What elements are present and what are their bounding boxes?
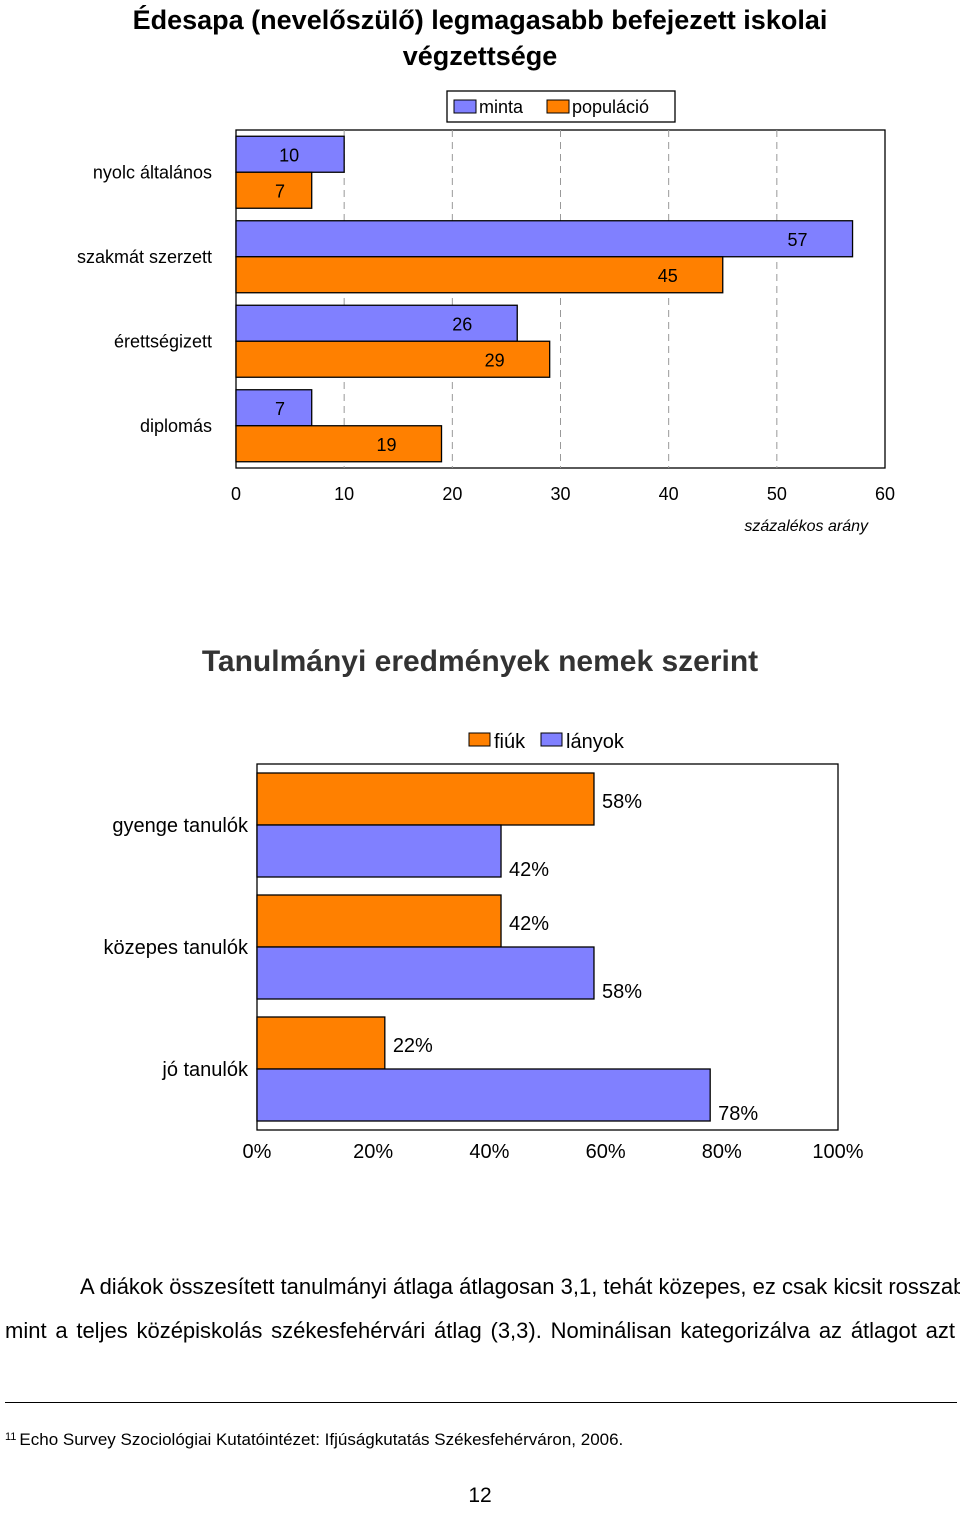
chart2-bar-fiúk (256, 1016, 386, 1070)
chart1-bar-minta (235, 389, 313, 427)
chart1-tick-label: 0 (231, 484, 241, 504)
chart1-tick-label: 50 (767, 484, 787, 504)
chart1-bar-minta (235, 135, 345, 173)
page-number: 12 (468, 1484, 492, 1507)
chart1-data-label: 45 (658, 266, 678, 286)
chart2-bar-lányok (256, 824, 502, 878)
chart1-tick-label: 40 (659, 484, 679, 504)
chart1-tick-label: 30 (550, 484, 570, 504)
chart1-data-label: 7 (275, 399, 285, 419)
chart2-category-label: gyenge tanulók (112, 815, 249, 837)
chart2-legend-label: fiúk (494, 731, 526, 753)
footnote-text: Echo Survey Szociológiai Kutatóintézet: … (19, 1430, 624, 1449)
chart2-data-label: 78% (718, 1103, 758, 1125)
chart2-tick-label: 40% (469, 1141, 509, 1163)
chart2-data-label: 58% (602, 981, 642, 1003)
chart1-data-label: 19 (377, 435, 397, 455)
chart1-legend-label: minta (479, 97, 524, 117)
chart2-legend-label: lányok (566, 731, 625, 753)
chart1: 10 7 nyolc általános 57 45 szakmát szerzett 26… (77, 90, 895, 535)
chart2: 58% 42% gyenge tanulók 42% 58% közepes tanuló… (103, 731, 863, 1163)
chart1-tick-label: 10 (334, 484, 354, 504)
chart1-bar-populáció (235, 256, 724, 294)
chart2-data-label: 42% (509, 859, 549, 881)
chart1-category-label: nyolc általános (93, 162, 212, 182)
chart1-category-label: szakmát szerzett (77, 247, 212, 267)
chart2-data-label: 22% (393, 1035, 433, 1057)
chart2-legend-swatch (540, 732, 563, 747)
chart1-data-label: 10 (279, 145, 299, 165)
chart2-category-label: jó tanulók (161, 1059, 249, 1081)
chart1-bar-minta (235, 304, 518, 342)
chart1-category-label: érettségizett (114, 331, 212, 351)
chart1-data-label: 57 (788, 230, 808, 250)
chart1-data-label: 7 (275, 181, 285, 201)
chart1-bar-minta (235, 220, 854, 258)
chart2-data-label: 58% (602, 791, 642, 813)
chart1-data-label: 26 (452, 314, 472, 334)
chart1-legend-label: populáció (572, 97, 649, 117)
paragraph-line-1: A diákok összesített tanulmányi átlaga á… (80, 1274, 960, 1299)
footnote: 11 Echo Survey Szociológiai Kutatóintézet… (5, 1430, 623, 1450)
chart1-xlabel: százalékos arány (744, 518, 869, 535)
chart2-bar-lányok (256, 946, 595, 1000)
chart2-bar-lányok (256, 1068, 711, 1122)
footnote-mark: 11 (5, 1431, 17, 1443)
chart1-bar-populáció (235, 425, 443, 463)
chart1-bar-populáció (235, 340, 551, 378)
chart1-data-label: 29 (485, 350, 505, 370)
chart2-tick-label: 0% (243, 1141, 272, 1163)
chart1-category-label: diplomás (140, 416, 212, 436)
chart2-category-label: közepes tanulók (103, 937, 249, 959)
chart1-title: Édesapa (nevelőszülő) legmagasabb befeje… (132, 5, 828, 71)
chart2-tick-label: 60% (586, 1141, 626, 1163)
chart1-bar-populáció (235, 171, 313, 209)
chart2-title: Tanulmányi eredmények nemek szerint (201, 645, 759, 678)
chart1-legend-swatch (546, 99, 570, 114)
paragraph-line-2: mint a teljes középiskolás székesfehérvá… (5, 1318, 955, 1343)
chart1-tick-label: 60 (875, 484, 895, 504)
chart2-legend-swatch (468, 732, 491, 747)
chart2-tick-label: 80% (702, 1141, 742, 1163)
chart1-tick-label: 20 (442, 484, 462, 504)
chart2-data-label: 42% (509, 913, 549, 935)
chart2-tick-label: 20% (353, 1141, 393, 1163)
chart2-bar-fiúk (256, 894, 502, 948)
chart2-tick-label: 100% (812, 1141, 863, 1163)
footnote-rule (5, 1402, 957, 1403)
chart2-bar-fiúk (256, 772, 595, 826)
chart1-legend-swatch (453, 99, 477, 114)
